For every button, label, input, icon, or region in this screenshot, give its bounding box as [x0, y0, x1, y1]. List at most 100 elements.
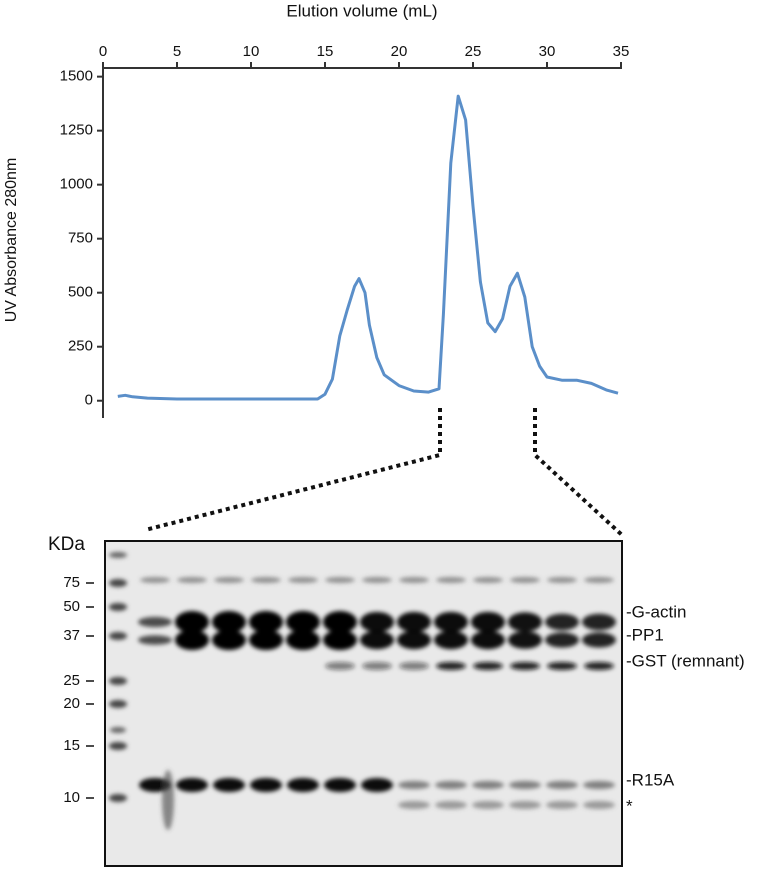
band — [471, 611, 505, 633]
x-tick-label: 35 — [613, 43, 630, 60]
zoom-connector — [144, 408, 442, 532]
marker-band — [109, 579, 127, 587]
band-label: -PP1 — [626, 625, 664, 644]
x-tick-label: 10 — [243, 43, 260, 60]
marker-label: 75 — [63, 574, 80, 591]
band — [286, 630, 320, 650]
band — [138, 635, 172, 645]
band — [545, 613, 579, 631]
band — [510, 577, 540, 583]
band — [324, 778, 356, 792]
band — [547, 577, 577, 583]
band — [546, 801, 578, 809]
y-tick-label: 1500 — [60, 68, 93, 85]
band-label: -GST (remnant) — [626, 651, 745, 670]
band — [545, 632, 579, 648]
marker-band — [109, 742, 127, 750]
band — [509, 781, 541, 789]
band — [473, 577, 503, 583]
marker-band — [109, 794, 127, 802]
y-tick-label: 1250 — [60, 122, 93, 139]
band — [582, 632, 616, 648]
y-tick-label: 0 — [85, 392, 93, 409]
marker-band — [109, 677, 127, 685]
band — [109, 552, 127, 558]
marker-band — [109, 700, 127, 708]
band — [251, 577, 281, 583]
band — [435, 781, 467, 789]
gel-image — [104, 540, 623, 867]
band — [110, 727, 126, 733]
band — [325, 662, 355, 670]
marker-label: 25 — [63, 672, 80, 689]
marker-label: 15 — [63, 737, 80, 754]
band — [583, 801, 615, 809]
band — [472, 801, 504, 809]
band — [323, 611, 357, 633]
band — [325, 577, 355, 583]
band — [434, 611, 468, 633]
y-tick-label: 500 — [68, 284, 93, 301]
band — [509, 801, 541, 809]
band — [140, 577, 170, 583]
band — [250, 778, 282, 792]
band — [583, 781, 615, 789]
band — [471, 630, 505, 650]
y-axis-title: UV Absorbance 280nm — [3, 158, 20, 323]
marker-band — [109, 603, 127, 611]
band — [546, 781, 578, 789]
band — [361, 778, 393, 792]
band — [176, 778, 208, 792]
band — [399, 577, 429, 583]
band — [436, 577, 466, 583]
marker-label: 20 — [63, 695, 80, 712]
band — [508, 612, 542, 632]
marker-band — [109, 632, 127, 640]
band — [362, 577, 392, 583]
band — [177, 577, 207, 583]
band — [399, 662, 429, 670]
band — [434, 630, 468, 650]
x-tick-label: 15 — [317, 43, 334, 60]
y-tick-label: 1000 — [60, 176, 93, 193]
band — [584, 662, 614, 670]
band — [287, 778, 319, 792]
band-label: -G-actin — [626, 602, 686, 621]
band — [212, 630, 246, 650]
x-axis-title: Elution volume (mL) — [286, 1, 437, 20]
smear — [162, 770, 174, 830]
band — [323, 630, 357, 650]
band — [398, 801, 430, 809]
gel-unit-label: KDa — [48, 534, 85, 555]
band — [472, 781, 504, 789]
data-line — [117, 94, 619, 401]
band — [213, 778, 245, 792]
x-tick-label: 5 — [173, 43, 181, 60]
band — [138, 616, 172, 628]
band — [362, 662, 392, 670]
band — [360, 611, 394, 633]
band — [214, 577, 244, 583]
band — [436, 662, 466, 670]
band-label: -R15A — [626, 770, 675, 789]
band — [473, 662, 503, 670]
x-tick-label: 0 — [99, 43, 107, 60]
y-tick-label: 250 — [68, 338, 93, 355]
band — [360, 630, 394, 650]
band — [584, 577, 614, 583]
band — [582, 613, 616, 631]
marker-label: 10 — [63, 789, 80, 806]
band — [397, 611, 431, 633]
x-tick-label: 20 — [391, 43, 408, 60]
band — [547, 662, 577, 670]
band — [286, 611, 320, 633]
band — [249, 611, 283, 633]
band — [175, 630, 209, 650]
x-tick-label: 25 — [465, 43, 482, 60]
marker-label: 50 — [63, 598, 80, 615]
band — [435, 801, 467, 809]
band — [175, 611, 209, 633]
gel-bands — [109, 552, 616, 830]
y-tick-label: 750 — [68, 230, 93, 247]
